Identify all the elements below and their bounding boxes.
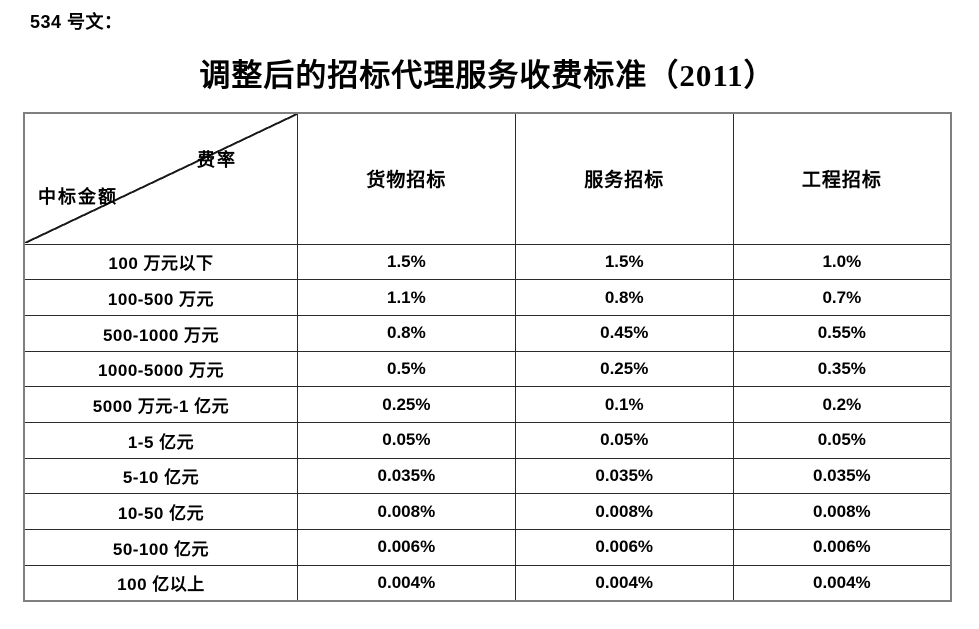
row-label: 5000 万元-1 亿元 [23,386,298,423]
fee-cell-goods: 1.1% [296,279,516,316]
column-header-engineering: 工程招标 [732,112,952,245]
row-label: 1-5 亿元 [23,421,298,459]
fee-cell-goods: 1.5% [296,243,516,281]
row-label: 500-1000 万元 [23,314,298,352]
fee-cell-goods: 0.25% [296,386,516,423]
fee-cell-engineering: 0.006% [732,529,952,566]
table-row: 1000-5000 万元 0.5% 0.25% 0.35% [23,350,952,388]
row-label: 100-500 万元 [23,279,298,316]
fee-cell-goods: 0.004% [296,564,516,602]
table-row: 5-10 亿元 0.035% 0.035% 0.035% [23,457,952,495]
row-label: 1000-5000 万元 [23,350,298,388]
row-label: 10-50 亿元 [23,493,298,530]
document-title: 调整后的招标代理服务收费标准（2011） [199,58,776,93]
fee-cell-service: 0.008% [514,493,734,530]
row-label: 50-100 亿元 [23,529,298,566]
fee-cell-goods: 0.5% [296,350,516,388]
doc-number-label: 534 号文： [30,12,123,32]
fee-cell-engineering: 0.05% [732,421,952,459]
fee-cell-engineering: 0.2% [732,386,952,423]
fee-cell-goods: 0.006% [296,529,516,566]
corner-label-bid-amount: 中标金额 [38,187,118,208]
fee-cell-service: 0.006% [514,529,734,566]
table-row: 10-50 亿元 0.008% 0.008% 0.008% [23,493,952,530]
fee-cell-engineering: 0.035% [732,457,952,495]
column-header-service: 服务招标 [514,112,734,245]
fee-cell-service: 0.1% [514,386,734,423]
fee-cell-engineering: 0.008% [732,493,952,530]
corner-header-cell: 费率 中标金额 [23,112,298,245]
fee-cell-service: 1.5% [514,243,734,281]
table-row: 5000 万元-1 亿元 0.25% 0.1% 0.2% [23,386,952,423]
fee-cell-engineering: 0.004% [732,564,952,602]
header-row: 费率 中标金额 货物招标 服务招标 工程招标 [23,112,952,245]
fee-cell-engineering: 0.55% [732,314,952,352]
fee-cell-service: 0.25% [514,350,734,388]
fee-standard-table: 费率 中标金额 货物招标 服务招标 工程招标 100 万元以下 1.5% 1.5… [23,112,952,602]
fee-cell-service: 0.035% [514,457,734,495]
column-header-goods: 货物招标 [296,112,516,245]
table-row: 1-5 亿元 0.05% 0.05% 0.05% [23,421,952,459]
fee-cell-goods: 0.035% [296,457,516,495]
fee-cell-engineering: 0.7% [732,279,952,316]
fee-cell-service: 0.45% [514,314,734,352]
fee-cell-service: 0.8% [514,279,734,316]
table-row: 50-100 亿元 0.006% 0.006% 0.006% [23,529,952,566]
fee-cell-engineering: 1.0% [732,243,952,281]
fee-cell-service: 0.004% [514,564,734,602]
table-row: 100 亿以上 0.004% 0.004% 0.004% [23,564,952,602]
fee-cell-service: 0.05% [514,421,734,459]
fee-cell-goods: 0.05% [296,421,516,459]
fee-cell-engineering: 0.35% [732,350,952,388]
corner-label-rate: 费率 [197,150,237,171]
diagonal-divider: 费率 中标金额 [25,114,297,244]
row-label: 5-10 亿元 [23,457,298,495]
table-row: 500-1000 万元 0.8% 0.45% 0.55% [23,314,952,352]
row-label: 100 亿以上 [23,564,298,602]
fee-cell-goods: 0.008% [296,493,516,530]
fee-cell-goods: 0.8% [296,314,516,352]
table-row: 100-500 万元 1.1% 0.8% 0.7% [23,279,952,316]
row-label: 100 万元以下 [23,243,298,281]
table-row: 100 万元以下 1.5% 1.5% 1.0% [23,243,952,281]
